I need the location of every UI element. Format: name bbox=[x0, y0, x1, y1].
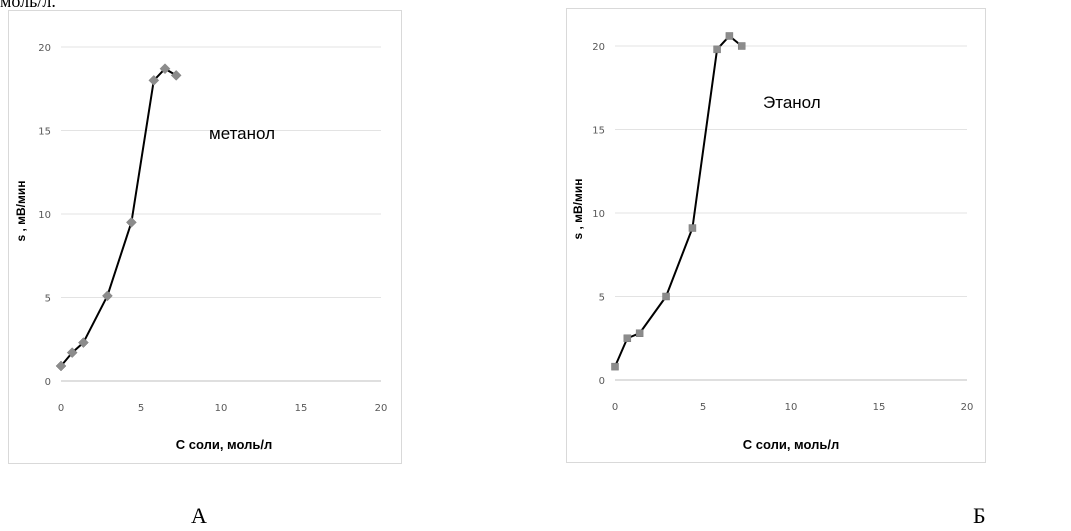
data-point bbox=[170, 70, 182, 81]
y-axis-title: s , мВ/мин bbox=[571, 178, 585, 239]
x-tick-label: 10 bbox=[785, 402, 798, 413]
chart-svg-ethanol: 0 5 10 15 20 0 5 10 15 20 Этанол С соли, моль/л s , … bbox=[571, 32, 974, 452]
y-tick-label: 10 bbox=[38, 210, 51, 221]
header-text-fragment: моль/л. bbox=[0, 0, 56, 11]
data-point bbox=[55, 360, 67, 372]
x-tick-label: 5 bbox=[700, 402, 706, 413]
x-tick-label: 20 bbox=[961, 402, 974, 413]
data-point bbox=[126, 216, 137, 228]
data-point bbox=[611, 362, 619, 371]
y-axis-title: s , мВ/мин bbox=[14, 180, 28, 241]
data-point bbox=[737, 42, 746, 50]
x-axis-title: С соли, моль/л bbox=[176, 437, 273, 452]
x-axis-title: С соли, моль/л bbox=[743, 437, 840, 452]
x-tick-label: 15 bbox=[873, 402, 886, 413]
x-tick-label: 20 bbox=[375, 403, 388, 414]
series-annotation: метанол bbox=[209, 124, 275, 143]
data-point bbox=[623, 334, 632, 342]
chart-panel-ethanol: 0 5 10 15 20 0 5 10 15 20 Этанол С соли, моль/л s , … bbox=[566, 8, 986, 463]
data-point bbox=[159, 63, 171, 75]
chart-svg-methanol: 0 5 10 15 20 0 5 10 15 20 метанол С соли, моль/л s ,… bbox=[14, 43, 388, 452]
y-tick-label: 0 bbox=[599, 376, 605, 387]
data-point bbox=[688, 224, 697, 232]
y-tick-label: 0 bbox=[45, 377, 51, 388]
data-point bbox=[148, 75, 160, 86]
x-tick-label: 0 bbox=[612, 402, 618, 413]
panel-label-b: Б bbox=[973, 503, 986, 528]
series-line bbox=[614, 34, 743, 368]
panel-label-a: А bbox=[191, 503, 207, 528]
data-point bbox=[713, 45, 721, 54]
data-point bbox=[78, 337, 89, 348]
data-point bbox=[635, 329, 644, 337]
y-tick-label: 15 bbox=[592, 126, 605, 137]
x-tick-label: 15 bbox=[295, 403, 308, 414]
y-tick-label: 10 bbox=[592, 209, 605, 220]
series-annotation: Этанол bbox=[763, 93, 821, 112]
data-point bbox=[725, 32, 734, 40]
x-tick-label: 10 bbox=[215, 403, 228, 414]
y-tick-label: 5 bbox=[599, 293, 605, 304]
x-tick-label: 5 bbox=[138, 403, 144, 414]
y-tick-label: 20 bbox=[592, 42, 605, 53]
data-point bbox=[66, 347, 78, 358]
data-point bbox=[102, 290, 113, 302]
x-tick-label: 0 bbox=[58, 403, 64, 414]
series-line bbox=[60, 67, 177, 367]
y-tick-label: 5 bbox=[45, 294, 51, 305]
y-tick-label: 15 bbox=[38, 127, 51, 138]
y-tick-label: 20 bbox=[38, 43, 51, 54]
chart-panel-methanol: 0 5 10 15 20 0 5 10 15 20 метанол С соли, моль/л s ,… bbox=[8, 10, 402, 464]
data-point bbox=[662, 292, 670, 301]
